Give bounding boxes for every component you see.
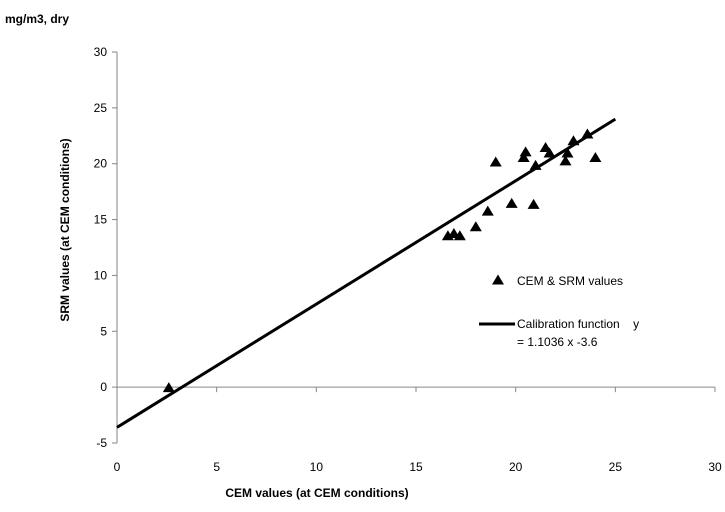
data-point-triangle [519,146,532,157]
calibration-line-group [116,117,617,429]
x-tick-label: 0 [114,460,121,474]
y-tick-label: 25 [94,101,108,115]
y-axis-title: SRM values (at CEM conditions) [58,138,72,321]
data-point-triangle [505,197,518,208]
axes: -5 0 5 10 15 20 25 30 0 5 10 15 20 25 30 [94,45,722,474]
calibration-line [116,117,617,429]
data-points [162,128,602,393]
data-point-triangle [589,152,602,163]
x-tick-label: 20 [509,460,523,474]
legend-label-points: CEM & SRM values [517,274,623,288]
x-tick-label: 5 [213,460,220,474]
y-tick-label: 5 [100,324,107,338]
data-point-triangle [559,155,572,166]
y-tick-label: 0 [100,380,107,394]
data-point-triangle [469,221,482,232]
data-point-triangle [561,147,574,158]
data-point-triangle [489,156,502,167]
data-point-triangle [517,152,530,163]
legend-label-line-1: Calibration function y [517,317,639,331]
y-tick-label: 15 [94,213,108,227]
x-tick-label: 30 [708,460,722,474]
y-tick-label: 30 [94,45,108,59]
legend: CEM & SRM values Calibration function y … [479,274,639,349]
y-tick-label: 20 [94,157,108,171]
data-point-triangle [567,135,580,146]
data-point-triangle [453,230,466,241]
data-point-triangle [481,205,494,216]
x-axis-title: CEM values (at CEM conditions) [225,486,408,500]
data-point-triangle [527,198,540,209]
x-tick-label: 10 [310,460,324,474]
x-tick-label: 15 [409,460,423,474]
data-point-triangle [581,128,594,139]
data-point-triangle [529,159,542,170]
y-tick-label: -5 [96,436,107,450]
data-point-triangle [162,382,175,393]
data-point-triangle [543,147,556,158]
y-tick-label: 10 [94,268,108,282]
unit-label: mg/m3, dry [5,12,69,26]
x-tick-label: 25 [609,460,623,474]
legend-label-line-2: = 1.1036 x -3.6 [517,335,598,349]
legend-triangle-marker [492,274,504,285]
